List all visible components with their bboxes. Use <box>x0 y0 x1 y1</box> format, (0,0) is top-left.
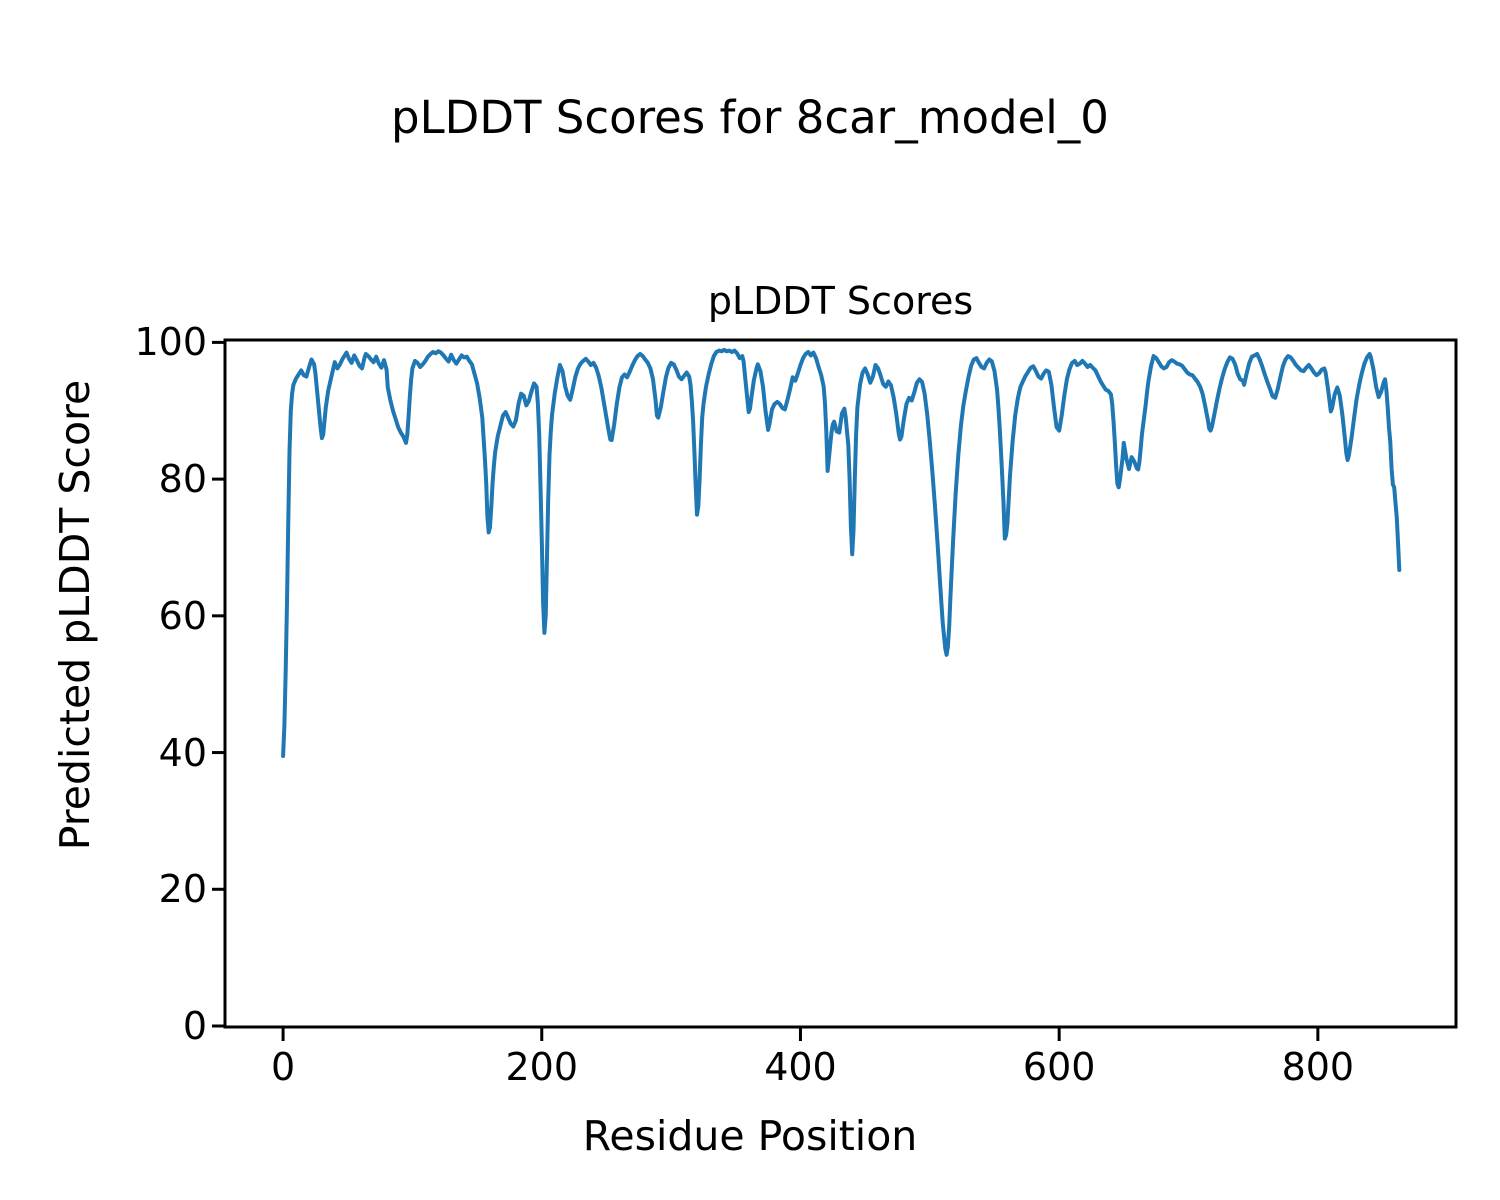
y-tick-label: 60 <box>158 593 207 638</box>
plddt-line <box>281 347 1402 758</box>
figure-title: pLDDT Scores for 8car_model_0 <box>391 91 1109 144</box>
y-tick-label: 100 <box>134 320 207 365</box>
y-tick-label: 0 <box>182 1004 207 1048</box>
y-tick-label: 80 <box>158 457 207 502</box>
x-tick-label: 800 <box>1281 1045 1355 1089</box>
x-tick-label: 200 <box>505 1045 579 1089</box>
axes-frame <box>223 338 1458 1029</box>
y-tick-label: 20 <box>158 867 207 912</box>
x-axis-label: Residue Position <box>582 1112 918 1160</box>
y-tick-label: 40 <box>158 730 207 775</box>
x-tick-label: 600 <box>1022 1045 1096 1089</box>
x-tick-label: 0 <box>270 1045 296 1089</box>
tick-marks <box>212 340 1320 1041</box>
x-tick-label: 400 <box>764 1045 837 1089</box>
axes-title: pLDDT Scores <box>707 279 974 323</box>
